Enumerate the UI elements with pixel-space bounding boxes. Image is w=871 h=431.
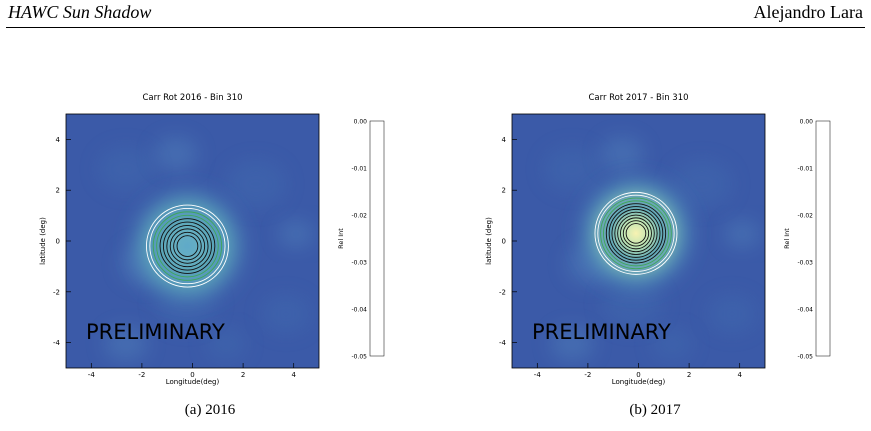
texture-blob	[104, 326, 148, 362]
sun-shadow-map-2016: Carr Rot 2016 - Bin 310 -4 -2 0 2 4 4 2 0 -2 -4 Lon…	[39, 93, 385, 386]
colorbar-label: Rel Int	[337, 228, 345, 249]
contour-line	[173, 231, 202, 261]
y-tick-label: 0	[502, 238, 506, 246]
texture-blob	[600, 136, 644, 172]
heatmap-area	[66, 114, 319, 368]
contour-line	[176, 235, 199, 257]
texture-blob	[544, 146, 600, 192]
texture-blob	[98, 146, 154, 192]
colorbar-tick-label: -0.04	[797, 307, 813, 314]
contour-line	[625, 223, 647, 244]
contour-line	[620, 217, 652, 250]
colorbar-tick-label: -0.05	[797, 354, 813, 361]
texture-blob	[226, 160, 286, 208]
texture-blob	[154, 136, 198, 172]
x-axis-label: Longitude(deg)	[612, 378, 666, 386]
contour-line	[611, 208, 661, 258]
contour-line	[617, 214, 655, 253]
texture-blob	[672, 160, 732, 208]
sun-shadow-map-2017: Carr Rot 2017 - Bin 310 -4 -2 0 2 4 4 2 0 -2 -4 Lon…	[485, 93, 831, 386]
colorbar	[815, 120, 831, 357]
x-tick-label: 2	[687, 371, 691, 379]
watermark-preliminary: PRELIMINARY	[532, 320, 671, 344]
texture-blob	[724, 219, 760, 249]
y-tick-label: 4	[56, 136, 61, 144]
y-tick-label: -2	[53, 288, 60, 296]
caption-b: (b) 2017	[629, 402, 681, 418]
y-tick-label: 4	[502, 136, 507, 144]
x-tick-label: 0	[636, 371, 640, 379]
x-tick-label: 0	[190, 371, 194, 379]
contour-line	[159, 218, 216, 274]
colorbar-tick-label: -0.03	[797, 260, 813, 267]
contour-line	[603, 200, 669, 267]
contour-line	[169, 228, 206, 264]
colorbar-tick-label: -0.05	[351, 354, 367, 361]
colorbar-tick-label: -0.02	[351, 213, 367, 220]
colorbar-tick-label: -0.04	[351, 307, 367, 314]
contour-line	[166, 225, 209, 268]
y-tick-label: 2	[56, 187, 60, 195]
paper-author: Alejandro Lara	[753, 2, 863, 22]
y-tick-label: -4	[53, 339, 61, 347]
contour-line	[608, 206, 664, 261]
colorbar-tick-label: -0.01	[351, 166, 367, 173]
watermark-preliminary: PRELIMINARY	[86, 320, 225, 344]
colorbar-tick-label: 0.00	[354, 119, 368, 126]
colorbar-tick-label: 0.00	[800, 119, 814, 126]
chart-title: Carr Rot 2017 - Bin 310	[588, 93, 688, 103]
paper-running-title: HAWC Sun Shadow	[8, 2, 152, 22]
contour-line	[600, 197, 672, 270]
caption-a: (a) 2016	[184, 402, 236, 418]
contour-line	[622, 220, 650, 247]
figure-2017: Carr Rot 2017 - Bin 310 -4 -2 0 2 4 4 2 0 -2 -4 Lon…	[476, 85, 856, 390]
colorbar-tick-label: -0.03	[351, 260, 367, 267]
texture-blob	[206, 328, 246, 360]
contour-line	[156, 214, 219, 278]
x-tick-label: -4	[88, 371, 96, 379]
x-tick-label: -2	[138, 371, 145, 379]
colorbar-tick-label: -0.02	[797, 213, 813, 220]
texture-blob	[278, 219, 314, 249]
texture-blob	[262, 294, 310, 334]
contour-line	[594, 191, 678, 275]
x-axis-label: Longitude(deg)	[166, 378, 220, 386]
texture-blob	[708, 294, 756, 334]
x-tick-label: -2	[584, 371, 591, 379]
header-rule	[6, 27, 865, 28]
y-tick-label: -2	[499, 288, 506, 296]
shadow-core	[147, 206, 228, 287]
colorbar	[369, 120, 385, 357]
colorbar-label: Rel Int	[783, 228, 791, 249]
x-tick-label: 4	[291, 371, 296, 379]
figure-2016: Carr Rot 2016 - Bin 310 -4 -2 0 2 4 4 2 0 -2 -4 Lon…	[30, 85, 410, 390]
y-tick-label: 2	[502, 187, 506, 195]
contour-line	[152, 211, 223, 281]
contour-line	[145, 204, 229, 288]
contour-line	[149, 208, 226, 285]
x-tick-label: 4	[737, 371, 742, 379]
shadow-core	[595, 193, 676, 274]
x-tick-label: -4	[534, 371, 542, 379]
contour-line	[605, 203, 667, 264]
y-tick-label: 0	[56, 238, 60, 246]
contour-line	[162, 221, 212, 271]
chart-title: Carr Rot 2016 - Bin 310	[142, 93, 242, 103]
contour-line	[597, 194, 675, 272]
y-axis-label: latitude (deg)	[39, 217, 47, 265]
contour-line	[614, 211, 658, 255]
texture-blob	[652, 328, 692, 360]
texture-blob	[550, 326, 594, 362]
x-tick-label: 2	[241, 371, 245, 379]
heatmap-area	[512, 114, 765, 368]
colorbar-tick-label: -0.01	[797, 166, 813, 173]
y-axis-label: latitude (deg)	[485, 217, 493, 265]
y-tick-label: -4	[499, 339, 507, 347]
